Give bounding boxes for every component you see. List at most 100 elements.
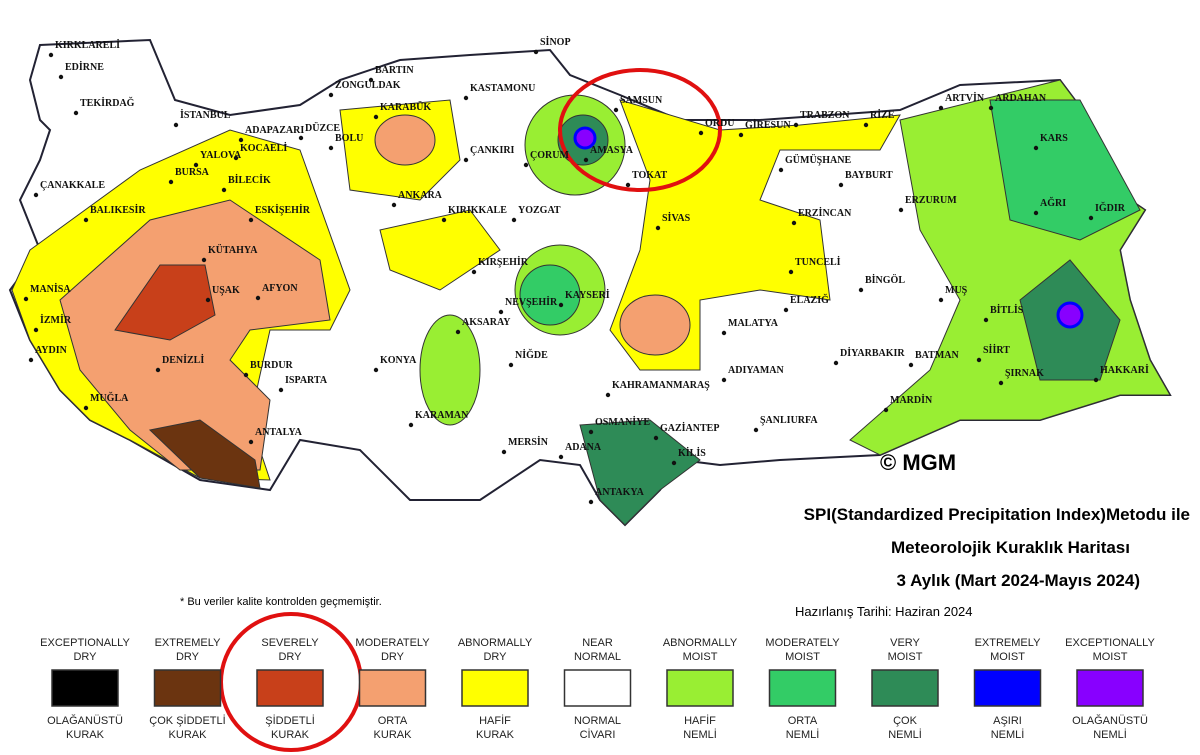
legend-label: NEMLİ (1093, 728, 1127, 741)
legend-swatch (256, 669, 324, 707)
city-dot (155, 367, 161, 373)
legend-label: DRY (483, 651, 507, 663)
city-dot (698, 130, 704, 136)
city-dot (368, 77, 374, 83)
city-dot (753, 427, 759, 433)
legend-label: NEMLİ (888, 728, 922, 741)
city-label: DİYARBAKIR (840, 347, 905, 359)
city-dot (508, 362, 514, 368)
city-label: ARTVİN (945, 92, 985, 104)
city-label: ÇORUM (530, 150, 569, 161)
legend-label: ORTA (788, 715, 818, 727)
legend-label: NEMLİ (991, 728, 1025, 741)
legend-swatch (768, 669, 837, 707)
city-dot (558, 302, 564, 308)
moist-konya (419, 314, 481, 426)
city-dot (471, 269, 477, 275)
city-label: KARS (1040, 133, 1068, 144)
city-label: MERSİN (508, 436, 549, 448)
legend-label: HAFİF (479, 714, 511, 727)
city-label: RİZE (870, 109, 895, 121)
city-dot (671, 460, 677, 466)
legend-label: MODERATELY (765, 637, 840, 649)
city-label: ESKİŞEHİR (255, 204, 311, 216)
legend-label: ABNORMALLY (458, 637, 533, 649)
city-dot (501, 449, 507, 455)
legend-swatch (461, 669, 529, 707)
city-dot (33, 327, 39, 333)
city-dot (248, 439, 254, 445)
legend-label: DRY (278, 651, 302, 663)
city-label: KONYA (380, 355, 417, 366)
legend-swatch (153, 669, 222, 707)
city-dot (588, 499, 594, 505)
city-label: MARDİN (890, 394, 933, 406)
city-label: ŞIRNAK (1005, 368, 1044, 379)
city-label: MALATYA (728, 318, 779, 329)
city-label: KIRIKKALE (448, 205, 507, 216)
legend-label: OLAĞANÜSTÜ (47, 714, 123, 727)
city-dot (173, 122, 179, 128)
city-label: ADAPAZARI (245, 125, 304, 136)
city-label: BAYBURT (845, 170, 893, 181)
legend-label: KURAK (374, 729, 413, 741)
city-dot (833, 360, 839, 366)
city-label: YOZGAT (518, 205, 561, 216)
legend-swatch (563, 669, 632, 707)
city-dot (83, 405, 89, 411)
city-dot (938, 297, 944, 303)
moderate-moist-kayseri (519, 264, 581, 326)
city-label: NEVŞEHİR (505, 296, 558, 308)
legend-label: MOIST (683, 651, 718, 663)
city-dot (193, 162, 199, 168)
city-label: AYDIN (35, 345, 68, 356)
severe-west (114, 264, 216, 341)
city-label: AFYON (262, 283, 298, 294)
city-label: BATMAN (915, 350, 959, 361)
city-label: BİNGÖL (865, 273, 905, 286)
city-dot (441, 217, 447, 223)
city-dot (33, 192, 39, 198)
city-dot (738, 132, 744, 138)
city-dot (498, 309, 504, 315)
legend-label: DRY (381, 651, 405, 663)
city-label: ŞANLIURFA (760, 415, 818, 426)
city-label: MANİSA (30, 283, 71, 295)
city-dot (783, 307, 789, 313)
city-label: İZMİR (40, 314, 72, 326)
city-label: BİTLİS (990, 304, 1024, 316)
legend-label: ORTA (378, 715, 408, 727)
city-label: GÜMÜŞHANE (785, 153, 851, 166)
city-label: DÜZCE (305, 121, 340, 134)
city-label: KASTAMONU (470, 83, 535, 94)
city-label: ADIYAMAN (728, 365, 785, 376)
legend-label: MOIST (990, 651, 1025, 663)
city-label: BİLECİK (228, 174, 271, 186)
legend-label: EXTREMELY (155, 637, 221, 649)
city-label: ÇANKIRI (470, 145, 515, 156)
city-dot (988, 105, 994, 111)
city-label: ERZURUM (905, 195, 957, 206)
city-dot (238, 137, 244, 143)
city-label: SAMSUN (620, 95, 663, 106)
city-label: TEKİRDAĞ (80, 96, 135, 109)
legend-swatch (358, 669, 427, 707)
city-dot (1088, 215, 1094, 221)
legend-swatch (666, 669, 734, 707)
moderate-north (374, 114, 436, 166)
very-moist-hatay (579, 419, 701, 526)
city-dot (523, 162, 529, 168)
legend-label: DRY (176, 651, 200, 663)
city-dot (201, 257, 207, 263)
city-label: ANKARA (398, 190, 443, 201)
city-dot (205, 297, 211, 303)
city-label: BARTIN (375, 65, 414, 76)
city-label: UŞAK (212, 285, 240, 296)
city-dot (655, 225, 661, 231)
city-label: MUŞ (945, 285, 968, 296)
city-dot (588, 429, 594, 435)
city-dot (998, 380, 1004, 386)
city-dot (408, 422, 414, 428)
city-label: AKSARAY (462, 317, 511, 328)
